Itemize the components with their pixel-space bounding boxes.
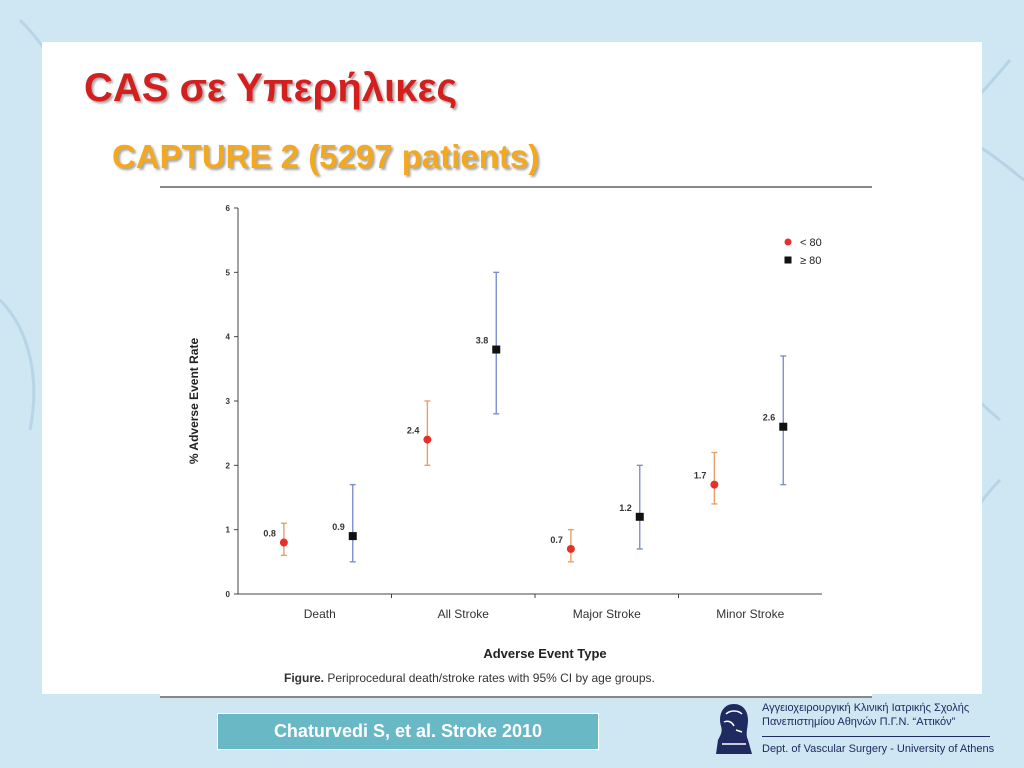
data-label: 1.7 — [694, 471, 707, 481]
figure-caption: Figure. Periprocedural death/stroke rate… — [284, 671, 655, 685]
data-label: 2.4 — [407, 426, 420, 436]
y-tick-label: 3 — [226, 397, 231, 406]
citation-box: Chaturvedi S, et al. Stroke 2010 — [217, 713, 599, 750]
affiliation-line-3: Dept. of Vascular Surgery - University o… — [762, 743, 995, 755]
affiliation-line-1: Αγγειοχειρουργική Κλινική Ιατρικής Σχολή… — [762, 702, 970, 714]
x-tick-label: All Stroke — [438, 607, 490, 621]
y-tick-label: 2 — [226, 461, 231, 470]
chart-figure: 0 1 2 3 4 5 6 Death All Stroke Major Stroke Minor … — [160, 186, 872, 698]
data-point-under-80 — [710, 480, 719, 489]
y-tick-label: 5 — [226, 268, 231, 277]
affiliation: Αγγειοχειρουργική Κλινική Ιατρικής Σχολή… — [710, 700, 1000, 762]
chart-svg: 0 1 2 3 4 5 6 Death All Stroke Major Stroke Minor … — [187, 204, 822, 685]
legend-label: < 80 — [800, 237, 822, 249]
data-label: 3.8 — [476, 336, 489, 346]
data-point-80-plus — [492, 345, 501, 354]
y-tick-label: 6 — [226, 204, 231, 213]
data-label: 0.7 — [550, 535, 563, 545]
x-axis-title: Adverse Event Type — [483, 646, 606, 661]
data-label: 2.6 — [763, 413, 776, 423]
data-point-80-plus — [635, 512, 644, 521]
bust-logo-icon — [716, 704, 752, 754]
y-axis-title: % Adverse Event Rate — [187, 338, 201, 465]
x-tick-label: Major Stroke — [573, 607, 641, 621]
y-tick-label: 4 — [226, 333, 231, 342]
data-point-80-plus — [779, 422, 788, 431]
y-tick-label: 0 — [226, 590, 231, 599]
data-point-under-80 — [279, 538, 288, 547]
y-tick-label: 1 — [226, 526, 231, 535]
x-tick-label: Death — [304, 607, 336, 621]
slide-subtitle: CAPTURE 2 (5297 patients) — [112, 138, 540, 175]
legend-marker-80-plus — [784, 256, 792, 264]
data-label: 0.9 — [332, 522, 345, 532]
data-label: 1.2 — [619, 503, 632, 513]
affiliation-divider — [762, 736, 990, 737]
slide-title: CAS σε Υπερήλικες — [84, 66, 458, 110]
data-label: 0.8 — [263, 529, 276, 539]
data-point-80-plus — [348, 532, 357, 541]
citation-text: Chaturvedi S, et al. Stroke 2010 — [273, 721, 543, 741]
data-point-under-80 — [423, 435, 432, 444]
data-point-under-80 — [566, 544, 575, 553]
figure-caption-label: Figure. — [284, 671, 327, 685]
figure-caption-text: Periprocedural death/stroke rates with 9… — [327, 671, 655, 685]
affiliation-line-2: Πανεπιστημίου Αθηνών Π.Γ.Ν. “Αττικόν” — [762, 716, 956, 728]
legend-marker-under-80 — [784, 238, 792, 246]
x-tick-label: Minor Stroke — [716, 607, 784, 621]
legend-label: ≥ 80 — [800, 255, 821, 267]
